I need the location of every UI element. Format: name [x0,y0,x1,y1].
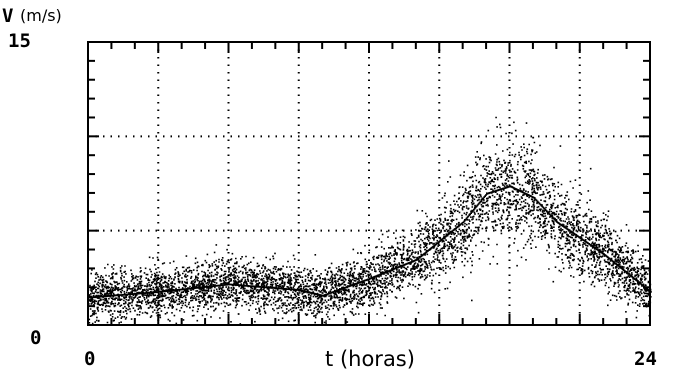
x-tick-label-max: 24 [634,348,657,370]
y-axis-unit: (m/s) [20,6,62,25]
y-tick-label-max: 15 [8,30,31,52]
scatter-point-cloud [88,116,652,325]
scatter-points [88,116,652,325]
y-axis-symbol: V [2,5,13,27]
x-tick-label-min: 0 [84,348,95,370]
axis-ticks [88,42,650,325]
y-tick-label-min: 0 [30,327,41,349]
x-axis-label: t (horas) [325,347,415,371]
